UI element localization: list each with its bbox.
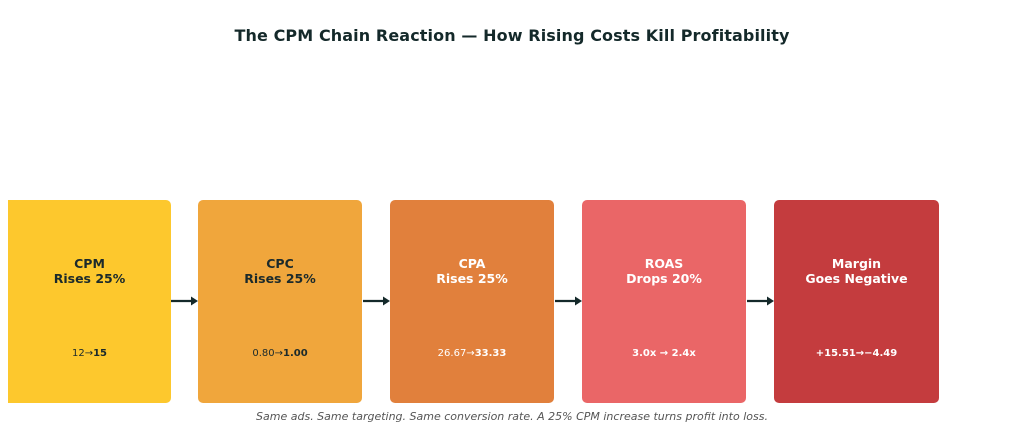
step-value: +15.51→−4.49 xyxy=(774,347,939,361)
step-value-from: 26.67→ xyxy=(437,348,475,359)
step-box-roas: ROAS Drops 20% 3.0x → 2.4x xyxy=(582,200,746,403)
step-metric: CPA xyxy=(458,256,486,271)
step-box-cpm: CPM Rises 25% 12→15 xyxy=(8,200,171,403)
step-change: Goes Negative xyxy=(805,271,908,286)
step-value-to: 1.00 xyxy=(282,348,308,359)
step-value-to: 3.0x → 2.4x xyxy=(632,348,696,359)
step-value: 12→15 xyxy=(8,347,171,361)
step-box-cpc: CPC Rises 25% 0.80→1.00 xyxy=(198,200,362,403)
step-metric: CPC xyxy=(266,256,294,271)
step-metric: Margin xyxy=(831,256,882,271)
diagram-title: The CPM Chain Reaction — How Rising Cost… xyxy=(234,26,790,45)
step-value: 0.80→1.00 xyxy=(198,347,362,361)
step-value: 3.0x → 2.4x xyxy=(582,347,746,361)
step-box-margin: Margin Goes Negative +15.51→−4.49 xyxy=(774,200,939,403)
step-value-from: 12→ xyxy=(71,348,94,359)
right-arrow-icon xyxy=(555,296,582,306)
step-heading: CPC Rises 25% xyxy=(198,256,362,286)
step-heading: ROAS Drops 20% xyxy=(582,256,746,286)
caption: Same ads. Same targeting. Same conversio… xyxy=(256,410,768,423)
right-arrow-icon xyxy=(171,296,198,306)
step-value: 26.67→33.33 xyxy=(390,347,554,361)
step-value-to: +15.51→−4.49 xyxy=(815,348,898,359)
step-value-to: 15 xyxy=(93,348,108,359)
step-heading: CPA Rises 25% xyxy=(390,256,554,286)
right-arrow-icon xyxy=(747,296,774,306)
step-change: Rises 25% xyxy=(53,271,126,286)
step-change: Drops 20% xyxy=(626,271,702,286)
step-heading: Margin Goes Negative xyxy=(774,256,939,286)
right-arrow-icon xyxy=(363,296,390,306)
step-value-to: 33.33 xyxy=(474,348,507,359)
step-metric: CPM xyxy=(74,256,105,271)
step-change: Rises 25% xyxy=(244,271,316,286)
step-change: Rises 25% xyxy=(436,271,508,286)
step-value-from: 0.80→ xyxy=(252,348,283,359)
step-heading: CPM Rises 25% xyxy=(8,256,171,286)
step-metric: ROAS xyxy=(644,256,684,271)
step-box-cpa: CPA Rises 25% 26.67→33.33 xyxy=(390,200,554,403)
